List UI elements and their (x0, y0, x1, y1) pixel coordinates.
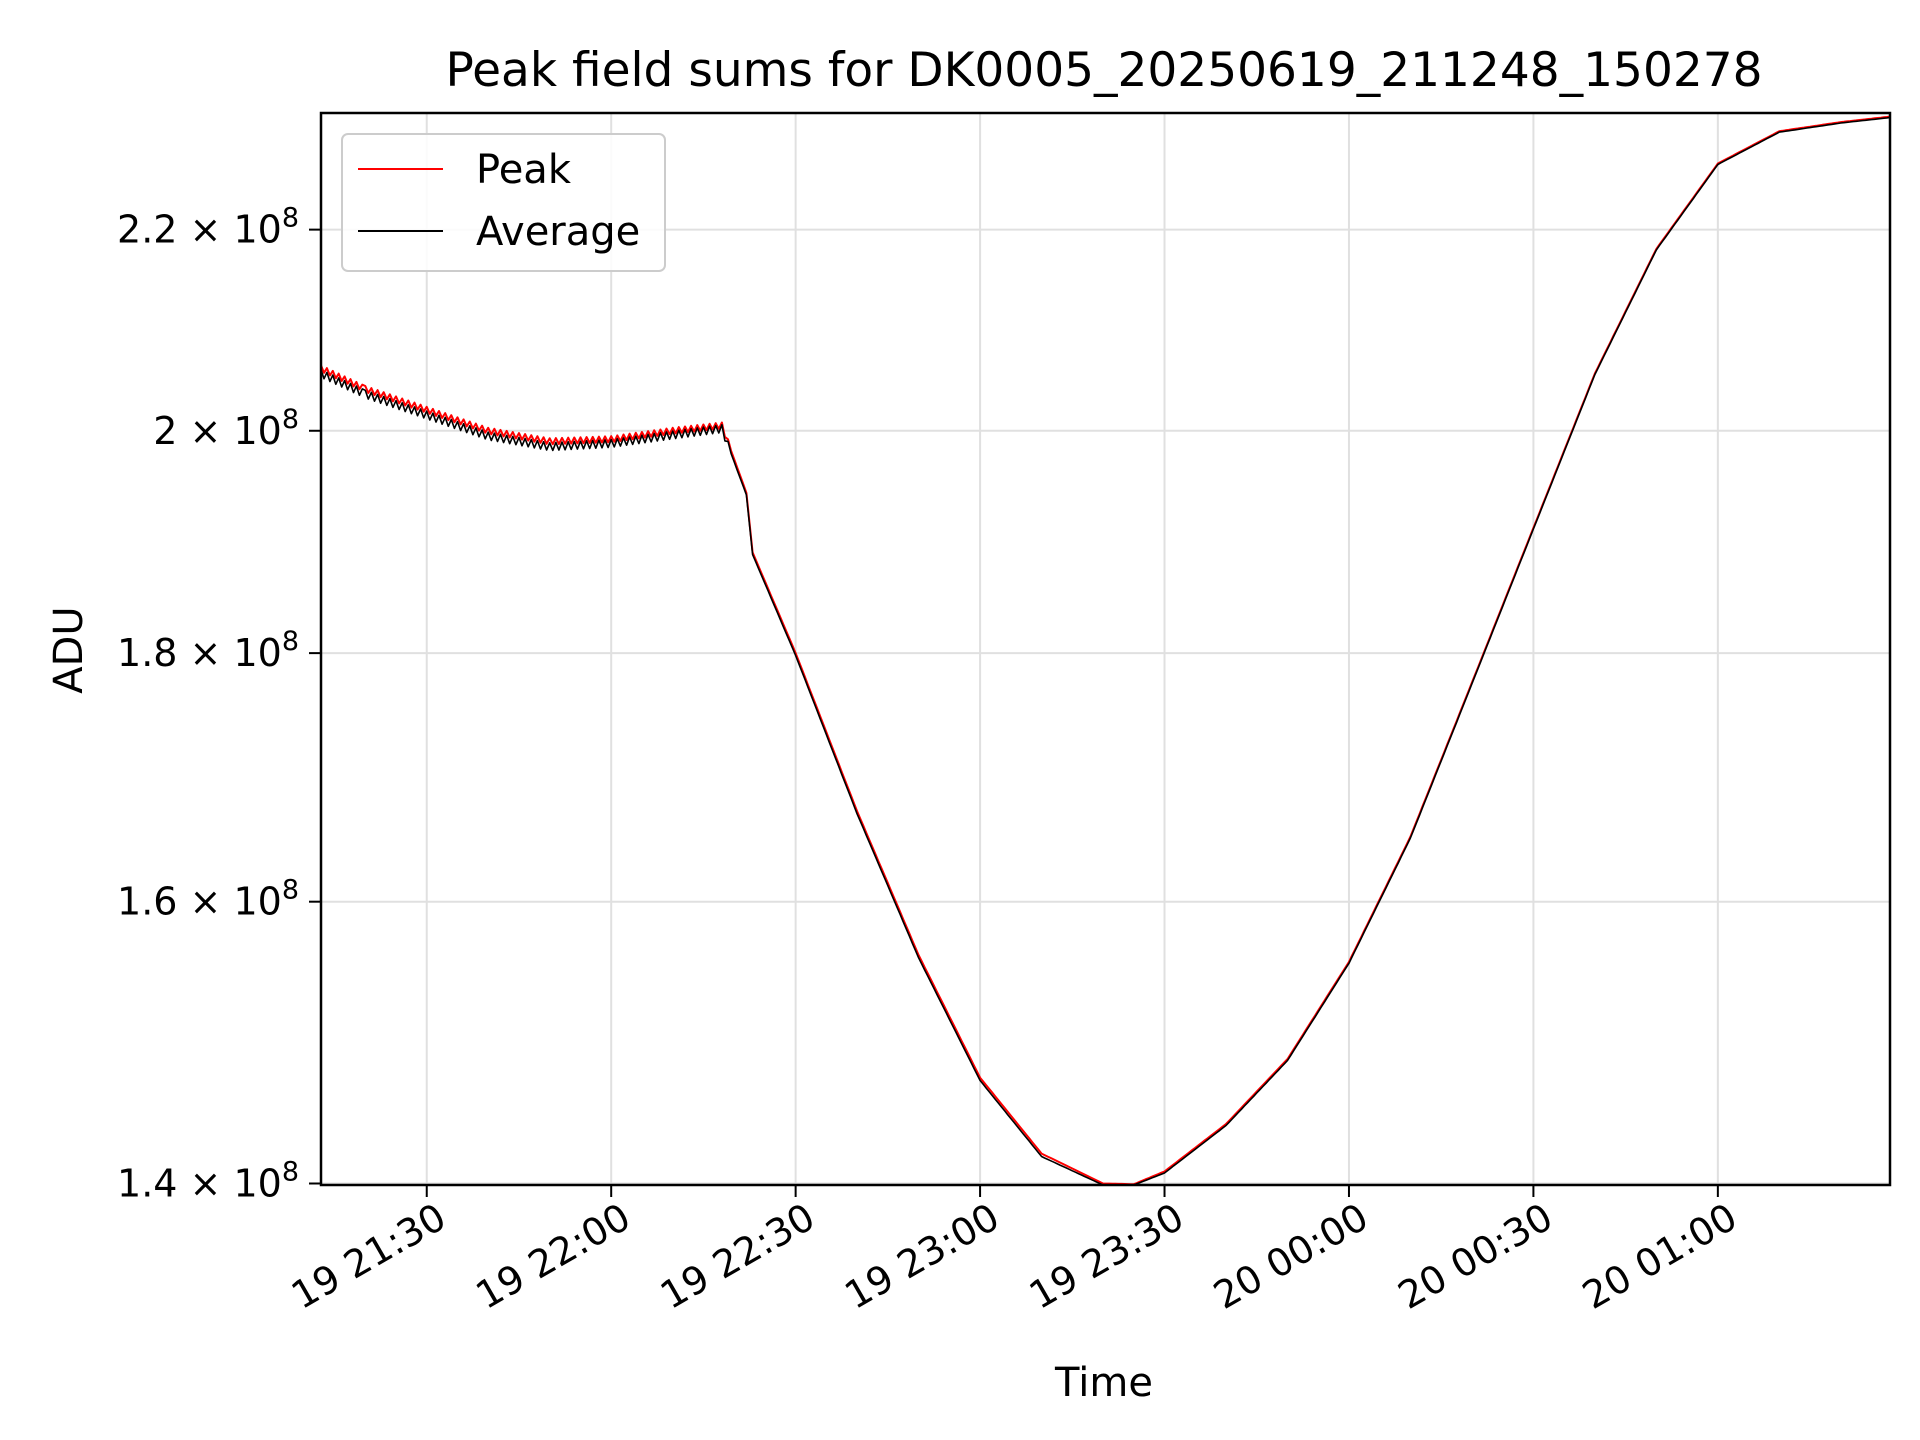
x-axis: 19 21:30 19 22:00 19 22:30 19 23:00 19 23:30… (284, 1185, 1744, 1318)
x-tick-label: 19 23:00 (837, 1195, 1006, 1318)
x-tick-label: 20 00:00 (1206, 1195, 1375, 1318)
series-line-peak (320, 115, 1891, 1186)
legend: Peak Average (341, 133, 666, 272)
x-tick-label: 20 01:00 (1575, 1195, 1744, 1318)
y-tick-label: 1.6 × 108 (117, 875, 299, 924)
axes-frame (319, 111, 1892, 1187)
legend-label-peak: Peak (476, 147, 572, 193)
plot-area (320, 115, 1891, 1186)
y-tick-label: 1.8 × 108 (117, 626, 299, 675)
series-line-average (320, 116, 1891, 1186)
x-axis-label: Time (1054, 1360, 1153, 1406)
y-axis: 1.4 × 108 1.6 × 108 1.8 × 108 2 × 108 2.2 × … (117, 203, 321, 1205)
x-tick-label: 19 22:00 (469, 1195, 638, 1318)
x-tick-label: 20 00:30 (1391, 1195, 1560, 1318)
x-tick-label: 19 21:30 (284, 1195, 453, 1318)
y-tick-label: 1.4 × 108 (117, 1156, 299, 1205)
legend-label-average: Average (476, 209, 640, 255)
y-tick-label: 2.2 × 108 (117, 203, 299, 252)
y-axis-label: ADU (46, 606, 92, 693)
chart-title: Peak field sums for DK0005_20250619_2112… (445, 43, 1762, 98)
grid (321, 113, 1890, 1185)
y-tick-label: 2 × 108 (153, 404, 299, 453)
x-tick-label: 19 22:30 (653, 1195, 822, 1318)
x-tick-label: 19 23:30 (1022, 1195, 1191, 1318)
